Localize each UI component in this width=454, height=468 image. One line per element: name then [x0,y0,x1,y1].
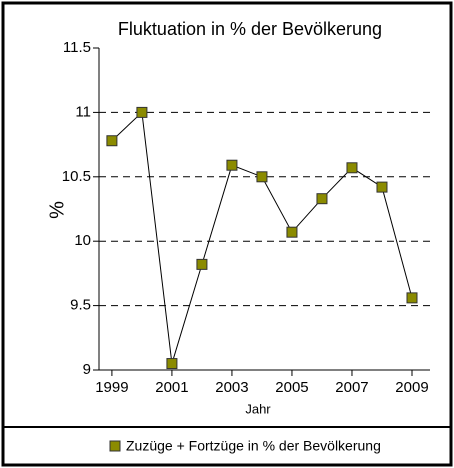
point [196,258,208,270]
x-tick-label: 2003 [215,379,248,396]
point [406,292,418,304]
y-tick-label: 10 [74,232,91,249]
y-tick-label: 11 [75,103,91,120]
point [106,135,118,147]
point [166,358,178,370]
point [376,181,388,193]
point [346,162,358,174]
x-tick-label: 2001 [155,379,188,396]
y-tick-label: 9.5 [70,297,91,314]
y-axis-label: % [46,201,68,219]
legend-swatch [109,440,121,452]
point [316,193,328,205]
y-tick-label: 11.5 [63,39,91,56]
chart-title: Fluktuation in % der Bevölkerung [118,19,382,39]
x-tick-label: 2007 [335,379,368,396]
x-axis-label: Jahr [245,401,271,416]
y-tick-label: 9 [83,361,91,378]
x-tick-label: 2005 [275,379,308,396]
point [286,226,298,238]
x-tick-label: 1999 [95,379,128,396]
series-line [111,111,413,364]
point [256,171,268,183]
point [136,106,148,118]
legend-label: Zuzüge + Fortzüge in % der Bevölkerung [126,438,381,454]
point [226,159,238,171]
y-tick-label: 10.5 [62,168,91,185]
x-tick-label: 2009 [395,379,428,396]
